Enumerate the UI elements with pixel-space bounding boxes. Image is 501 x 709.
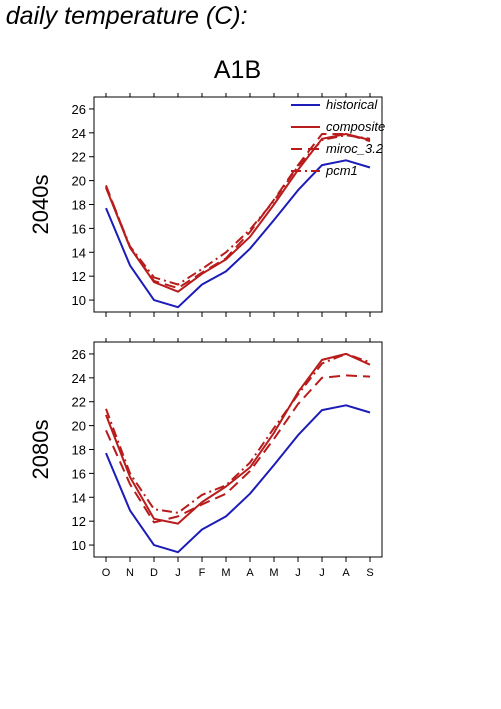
y-tick-label: 26 [72, 102, 86, 117]
y-tick-label: 16 [72, 466, 86, 481]
x-tick-label: M [269, 567, 278, 579]
x-tick-label: D [150, 567, 158, 579]
y-tick-label: 12 [72, 269, 86, 284]
y-tick-label: 20 [72, 174, 86, 189]
legend-label-composite: composite [326, 119, 385, 134]
y-tick-label: 20 [72, 419, 86, 434]
series-line-composite-2080s [105, 352, 371, 525]
y-tick-label: 22 [72, 150, 86, 165]
series-line-miroc-3-2-2040s [105, 133, 371, 290]
series-line-pcm1-2080s [105, 352, 371, 514]
panel-2080s: 10 12 14 16 18 20 22 24 26 O N D J F M A M J J A S 2080s [28, 338, 383, 579]
legend-label-historical: historical [326, 97, 378, 112]
legend-label-miroc-3-2: miroc_3.2 [326, 141, 384, 156]
y-tick-label: 10 [72, 538, 86, 553]
series-line-historical-2080s [105, 404, 371, 554]
chart-header-text: m daily temperature (C): [0, 2, 248, 30]
panel-2040s: 10 12 14 16 18 20 22 24 26 2040s historical composi… [28, 93, 385, 317]
y-tick-label: 14 [72, 245, 86, 260]
x-tick-label: O [102, 567, 111, 579]
x-tick-label: J [175, 567, 181, 579]
x-tick-label: F [199, 567, 206, 579]
x-tick-label: N [126, 567, 134, 579]
y-tick-label: 24 [72, 371, 86, 386]
x-tick-label: J [319, 567, 325, 579]
scenario-title: A1B [213, 56, 262, 84]
series-line-pcm1-2040s [105, 134, 371, 286]
row-label-2080s: 2080s [28, 420, 53, 480]
x-tick-label: A [342, 567, 350, 579]
x-tick-label: J [295, 567, 301, 579]
legend-label-pcm1: pcm1 [325, 163, 358, 178]
legend: historical composite miroc_3.2 pcm1 [291, 97, 385, 178]
y-tick-label: 14 [72, 490, 86, 505]
y-tick-label: 18 [72, 443, 86, 458]
y-tick-label: 26 [72, 347, 86, 362]
x-tick-label: S [366, 567, 373, 579]
series-line-miroc-3-2-2080s [105, 374, 371, 524]
series-line-composite-2040s [105, 133, 371, 293]
y-tick-label: 12 [72, 514, 86, 529]
series-line-historical-2040s [105, 159, 371, 309]
y-tick-label: 22 [72, 395, 86, 410]
panel-2080s-frame [93, 341, 383, 558]
x-tick-label: A [246, 567, 254, 579]
y-tick-label: 24 [72, 126, 86, 141]
y-tick-label: 10 [72, 293, 86, 308]
y-tick-label: 18 [72, 198, 86, 213]
y-tick-label: 16 [72, 221, 86, 236]
x-tick-label: M [221, 567, 230, 579]
row-label-2040s: 2040s [28, 175, 53, 235]
